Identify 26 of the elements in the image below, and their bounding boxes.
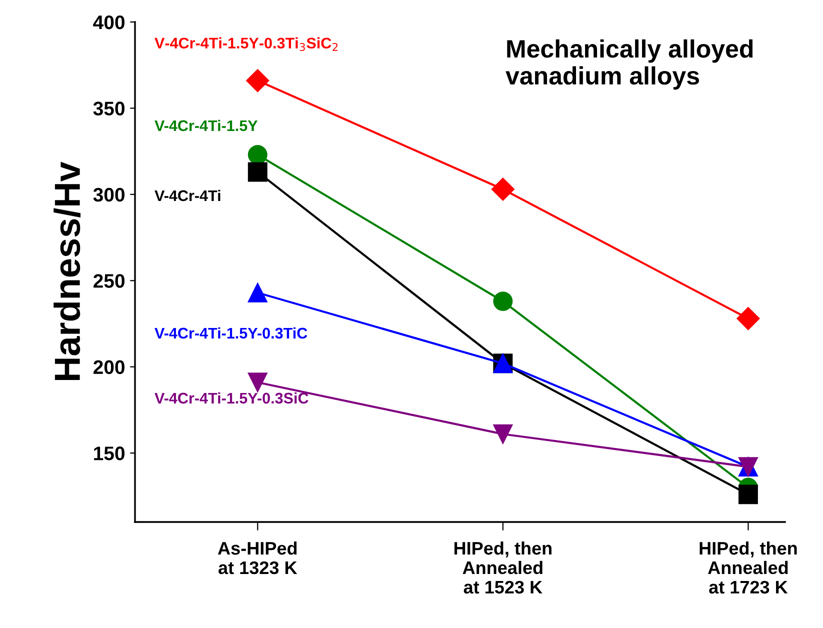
x-tick-label: HIPed, then Annealed at 1523 K	[454, 541, 552, 594]
point	[736, 307, 760, 330]
y-tick-label: 200	[94, 360, 124, 374]
series-label: V-4Cr-4Ti	[154, 190, 220, 202]
point	[246, 69, 270, 92]
point	[248, 162, 268, 182]
point	[491, 178, 514, 201]
series-label: V-4Cr-4Ti-1.5Y-0.3TiC	[154, 327, 308, 339]
point	[738, 484, 758, 504]
y-tick-label: 150	[94, 446, 124, 460]
series-label: V-4Cr-4Ti-1.5Y-0.3Ti$_{3}$SiC$_{2}$	[154, 37, 338, 52]
point	[493, 424, 513, 444]
point	[493, 292, 513, 312]
point	[248, 372, 268, 392]
y-tick-label: 250	[94, 274, 124, 288]
annotation: Mechanically alloyed vanadium alloys	[506, 39, 753, 90]
y-axis-title: Hardness/Hv	[54, 162, 81, 380]
x-tick-label: As-HIPed at 1323 K	[218, 541, 298, 574]
y-tick-label: 400	[93, 15, 124, 30]
series-label: V-4Cr-4Ti-1.5Y	[154, 120, 258, 132]
y-tick-label: 300	[93, 188, 124, 202]
y-tick-label: 350	[93, 102, 124, 116]
point	[248, 282, 268, 302]
point	[248, 145, 268, 164]
series-label: V-4Cr-4Ti-1.5Y-0.3SiC	[154, 392, 308, 404]
x-tick-label: HIPed, then Annealed at 1723 K	[700, 541, 797, 594]
